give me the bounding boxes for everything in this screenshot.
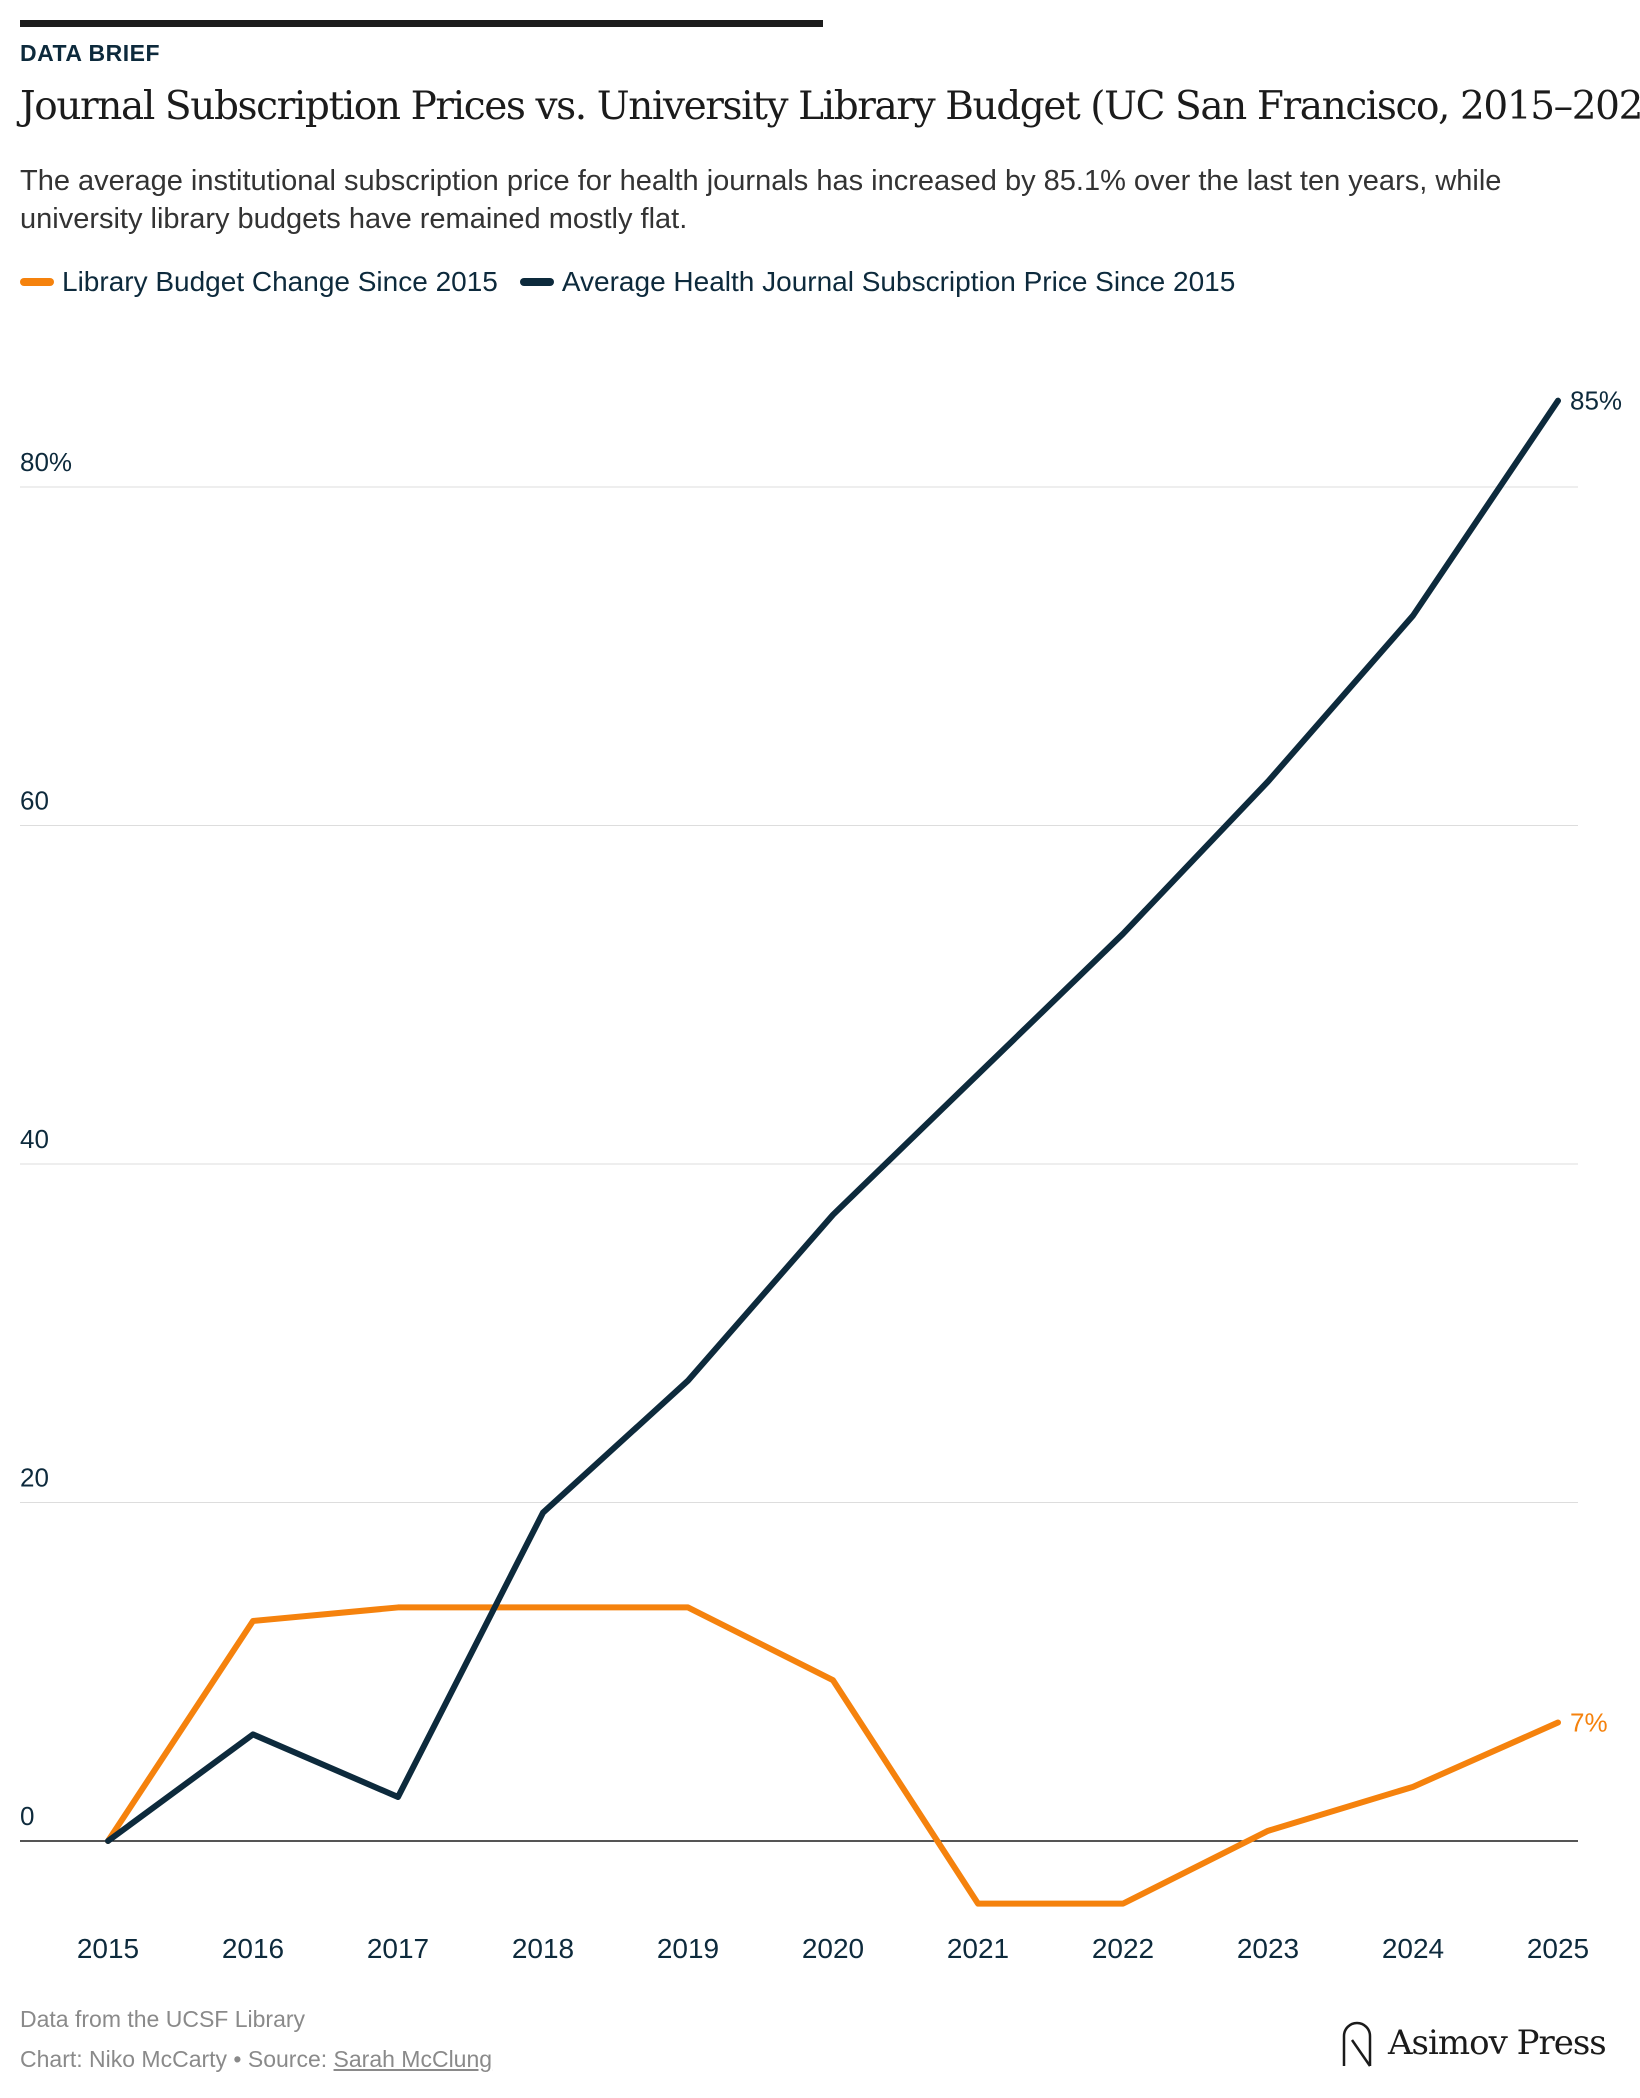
x-tick-label-2023: 2023 — [1237, 1933, 1299, 1964]
brand: Asimov Press — [1340, 2018, 1607, 2068]
end-label-average-health-journal-subscription-price-since-2015: 85% — [1570, 386, 1622, 416]
chart-title: Journal Subscription Prices vs. Universi… — [20, 84, 1640, 129]
x-tick-label-2025: 2025 — [1527, 1933, 1589, 1964]
kicker: DATA BRIEF — [20, 40, 161, 66]
chart-subtitle: The average institutional subscription p… — [20, 165, 1502, 235]
x-tick-label-2015: 2015 — [77, 1933, 139, 1964]
legend-label-library-budget: Library Budget Change Since 2015 — [62, 266, 498, 297]
y-tick-label-0: 0 — [20, 1801, 34, 1831]
credit-line: Chart: Niko McCarty • Source: Sarah McCl… — [20, 2046, 492, 2073]
legend-swatch-library-budget — [20, 278, 54, 286]
legend-item-library-budget: Library Budget Change Since 2015 — [20, 266, 498, 298]
data-note: Data from the UCSF Library — [20, 2006, 306, 2032]
legend-swatch-journal-price — [519, 278, 554, 286]
end-label-library-budget-change-since-2015: 7% — [1570, 1708, 1608, 1738]
credit-prefix: Chart: Niko McCarty • Source: — [20, 2046, 334, 2072]
x-tick-label-2024: 2024 — [1382, 1933, 1444, 1964]
x-tick-label-2017: 2017 — [367, 1933, 429, 1964]
x-tick-label-2019: 2019 — [657, 1933, 719, 1964]
legend-item-journal-price: Average Health Journal Subscription Pric… — [519, 266, 1236, 298]
series-line-library-budget-change-since-2015 — [105, 1604, 1561, 1907]
y-tick-label-40: 40 — [20, 1124, 49, 1154]
x-tick-label-2020: 2020 — [802, 1933, 864, 1964]
x-tick-label-2021: 2021 — [947, 1933, 1009, 1964]
brand-name: Asimov Press — [1388, 2023, 1607, 2063]
asimov-press-logo-icon — [1342, 2021, 1372, 2067]
x-tick-label-2022: 2022 — [1092, 1933, 1154, 1964]
y-tick-label-80: 80% — [20, 447, 72, 477]
y-tick-label-20: 20 — [20, 1463, 49, 1493]
legend-label-journal-price: Average Health Journal Subscription Pric… — [561, 266, 1236, 297]
y-tick-label-60: 60 — [20, 786, 49, 816]
series-line-average-health-journal-subscription-price-since-2015 — [105, 397, 1561, 1844]
legend: Library Budget Change Since 2015 Average… — [20, 266, 1257, 298]
x-tick-label-2016: 2016 — [222, 1933, 284, 1964]
source-link[interactable]: Sarah McClung — [333, 2046, 493, 2072]
top-rule — [20, 20, 823, 27]
x-tick-label-2018: 2018 — [512, 1933, 574, 1964]
